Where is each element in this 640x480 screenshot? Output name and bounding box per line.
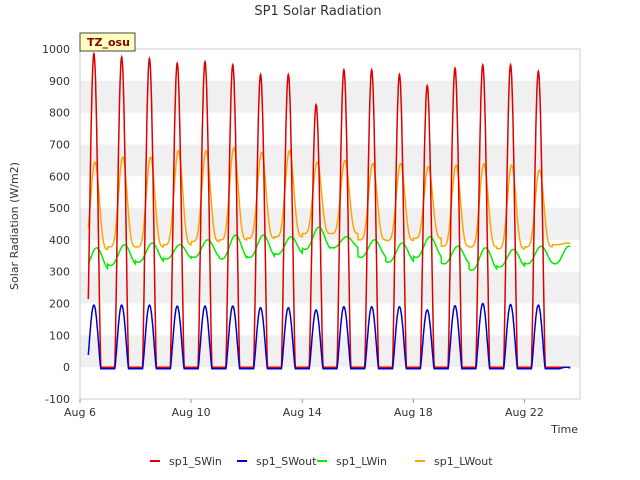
legend-label: sp1_SWout [256,455,317,468]
grid-band [80,208,580,240]
series-line-sp1_LWin [87,226,571,271]
plot-frame [79,48,581,400]
y-tick-label: 100 [49,329,70,342]
badge-box [79,32,136,52]
series-line-sp1_LWout [87,146,571,251]
badge-label: TZ_osu [87,36,130,49]
x-tick-label: Aug 10 [172,406,211,419]
series-line-sp1_SWout [87,302,571,370]
y-tick-label: 300 [49,266,70,279]
grid-band [80,144,580,177]
legend-label: sp1_SWin [169,455,222,468]
x-tick-label: Aug 18 [394,406,433,419]
legend: sp1_SWin sp1_SWout sp1_LWin sp1_LWout [150,455,493,468]
legend-label: sp1_LWin [336,455,387,468]
x-axis-label: Time [550,423,578,436]
x-axis-ticks: Aug 6 Aug 10 Aug 14 Aug 18 Aug 22 [64,399,544,419]
y-axis-label: Solar Radiation (W/m2) [8,162,21,290]
x-tick-label: Aug 14 [283,406,322,419]
y-tick-label: 900 [49,75,70,88]
legend-label: sp1_LWout [434,455,493,468]
y-axis-ticks: -100 0 100 200 300 400 500 600 700 800 900 1000 [42,43,70,406]
plot-lines [87,51,571,370]
x-tick-label: Aug 6 [64,406,96,419]
y-tick-label: 0 [63,361,70,374]
grid-band [80,271,580,304]
plot-bands [80,80,580,368]
y-tick-label: 600 [49,170,70,183]
grid-band [80,335,580,368]
chart-title: SP1 Solar Radiation [254,4,381,19]
y-tick-label: 200 [49,298,70,311]
x-tick-label: Aug 22 [505,406,544,419]
y-tick-label: 700 [49,138,70,151]
y-tick-label: 500 [49,202,70,215]
badge: TZ_osu [79,32,136,52]
y-tick-label: -100 [45,393,70,406]
grid-band [80,80,580,113]
y-tick-label: 800 [49,107,70,120]
y-tick-label: 400 [49,234,70,247]
y-tick-label: 1000 [42,43,70,56]
